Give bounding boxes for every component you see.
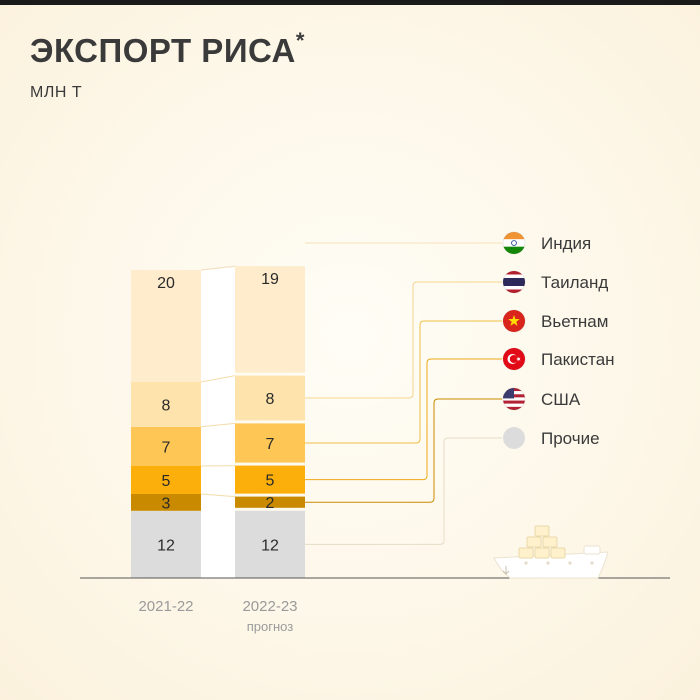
gray-circle-icon [503,427,525,449]
bar-сша-2021-22 [131,494,201,511]
chart-title: ЭКСПОРТ РИСА* [30,28,305,70]
bar-вьетнам-2022-23 [235,423,305,463]
data-label-прочие-2022-23: 12 [261,537,279,554]
bar-прочие-2022-23 [235,510,305,578]
bar-таиланд-2021-22 [131,382,201,427]
bar-пакистан-2022-23 [235,465,305,494]
data-label-сша-2022-23: 2 [266,495,275,512]
title-footnote-mark: * [295,28,305,53]
legend-label-вьетнам: Вьетнам [541,312,608,331]
data-label-пакистан-2021-22: 5 [162,473,171,490]
top-bar [0,0,700,5]
segment-connector-вьетнам [200,422,236,428]
bar-таиланд-2022-23 [235,375,305,421]
bar-сша-2022-23 [235,496,305,508]
data-label-таиланд-2022-23: 8 [266,391,275,408]
category-note-2022-23: прогноз [247,619,294,634]
india-flag-icon [502,231,526,255]
vietnam-flag-icon [502,309,526,333]
leader-line-пакистан [305,358,502,481]
usa-flag-icon [502,387,526,411]
chart-subtitle: МЛН Т [30,84,83,101]
bar-пакистан-2021-22 [131,466,201,494]
data-label-индия-2021-22: 20 [157,275,175,292]
data-label-индия-2022-23: 19 [261,271,279,288]
segment-connector-top [200,265,236,271]
data-label-вьетнам-2022-23: 7 [266,436,275,453]
bar-индия-2021-22 [131,270,201,382]
legend-label-индия: Индия [541,234,591,253]
leader-line-вьетнам [305,320,502,444]
data-label-пакистан-2022-23: 5 [266,473,275,490]
legend-label-пакистан: Пакистан [541,350,615,369]
leader-line-прочие [305,437,502,545]
leader-line-сша [305,398,502,503]
turkey-flag-icon [502,347,526,371]
segment-connector-сша [200,493,236,498]
leader-line-таиланд [305,281,502,399]
bar-индия-2022-23 [235,266,305,373]
data-label-таиланд-2021-22: 8 [162,397,171,414]
bar-вьетнам-2021-22 [131,426,201,466]
bar-прочие-2021-22 [131,510,201,578]
legend-label-прочие: Прочие [541,429,600,448]
data-label-сша-2021-22: 3 [162,495,171,512]
category-label-2021-22: 2021-22 [138,598,193,615]
thailand-flag-icon [502,270,526,294]
legend-label-таиланд: Таиланд [541,273,608,292]
segment-connector-таиланд [200,375,236,383]
data-label-вьетнам-2021-22: 7 [162,439,171,456]
bar-connector-band [201,266,235,578]
legend-label-сша: США [541,390,581,409]
category-label-2022-23: 2022-23 [242,598,297,615]
data-label-прочие-2021-22: 12 [157,537,175,554]
cargo-ship-icon [493,525,609,579]
chart-title-text: ЭКСПОРТ РИСА [30,32,296,69]
